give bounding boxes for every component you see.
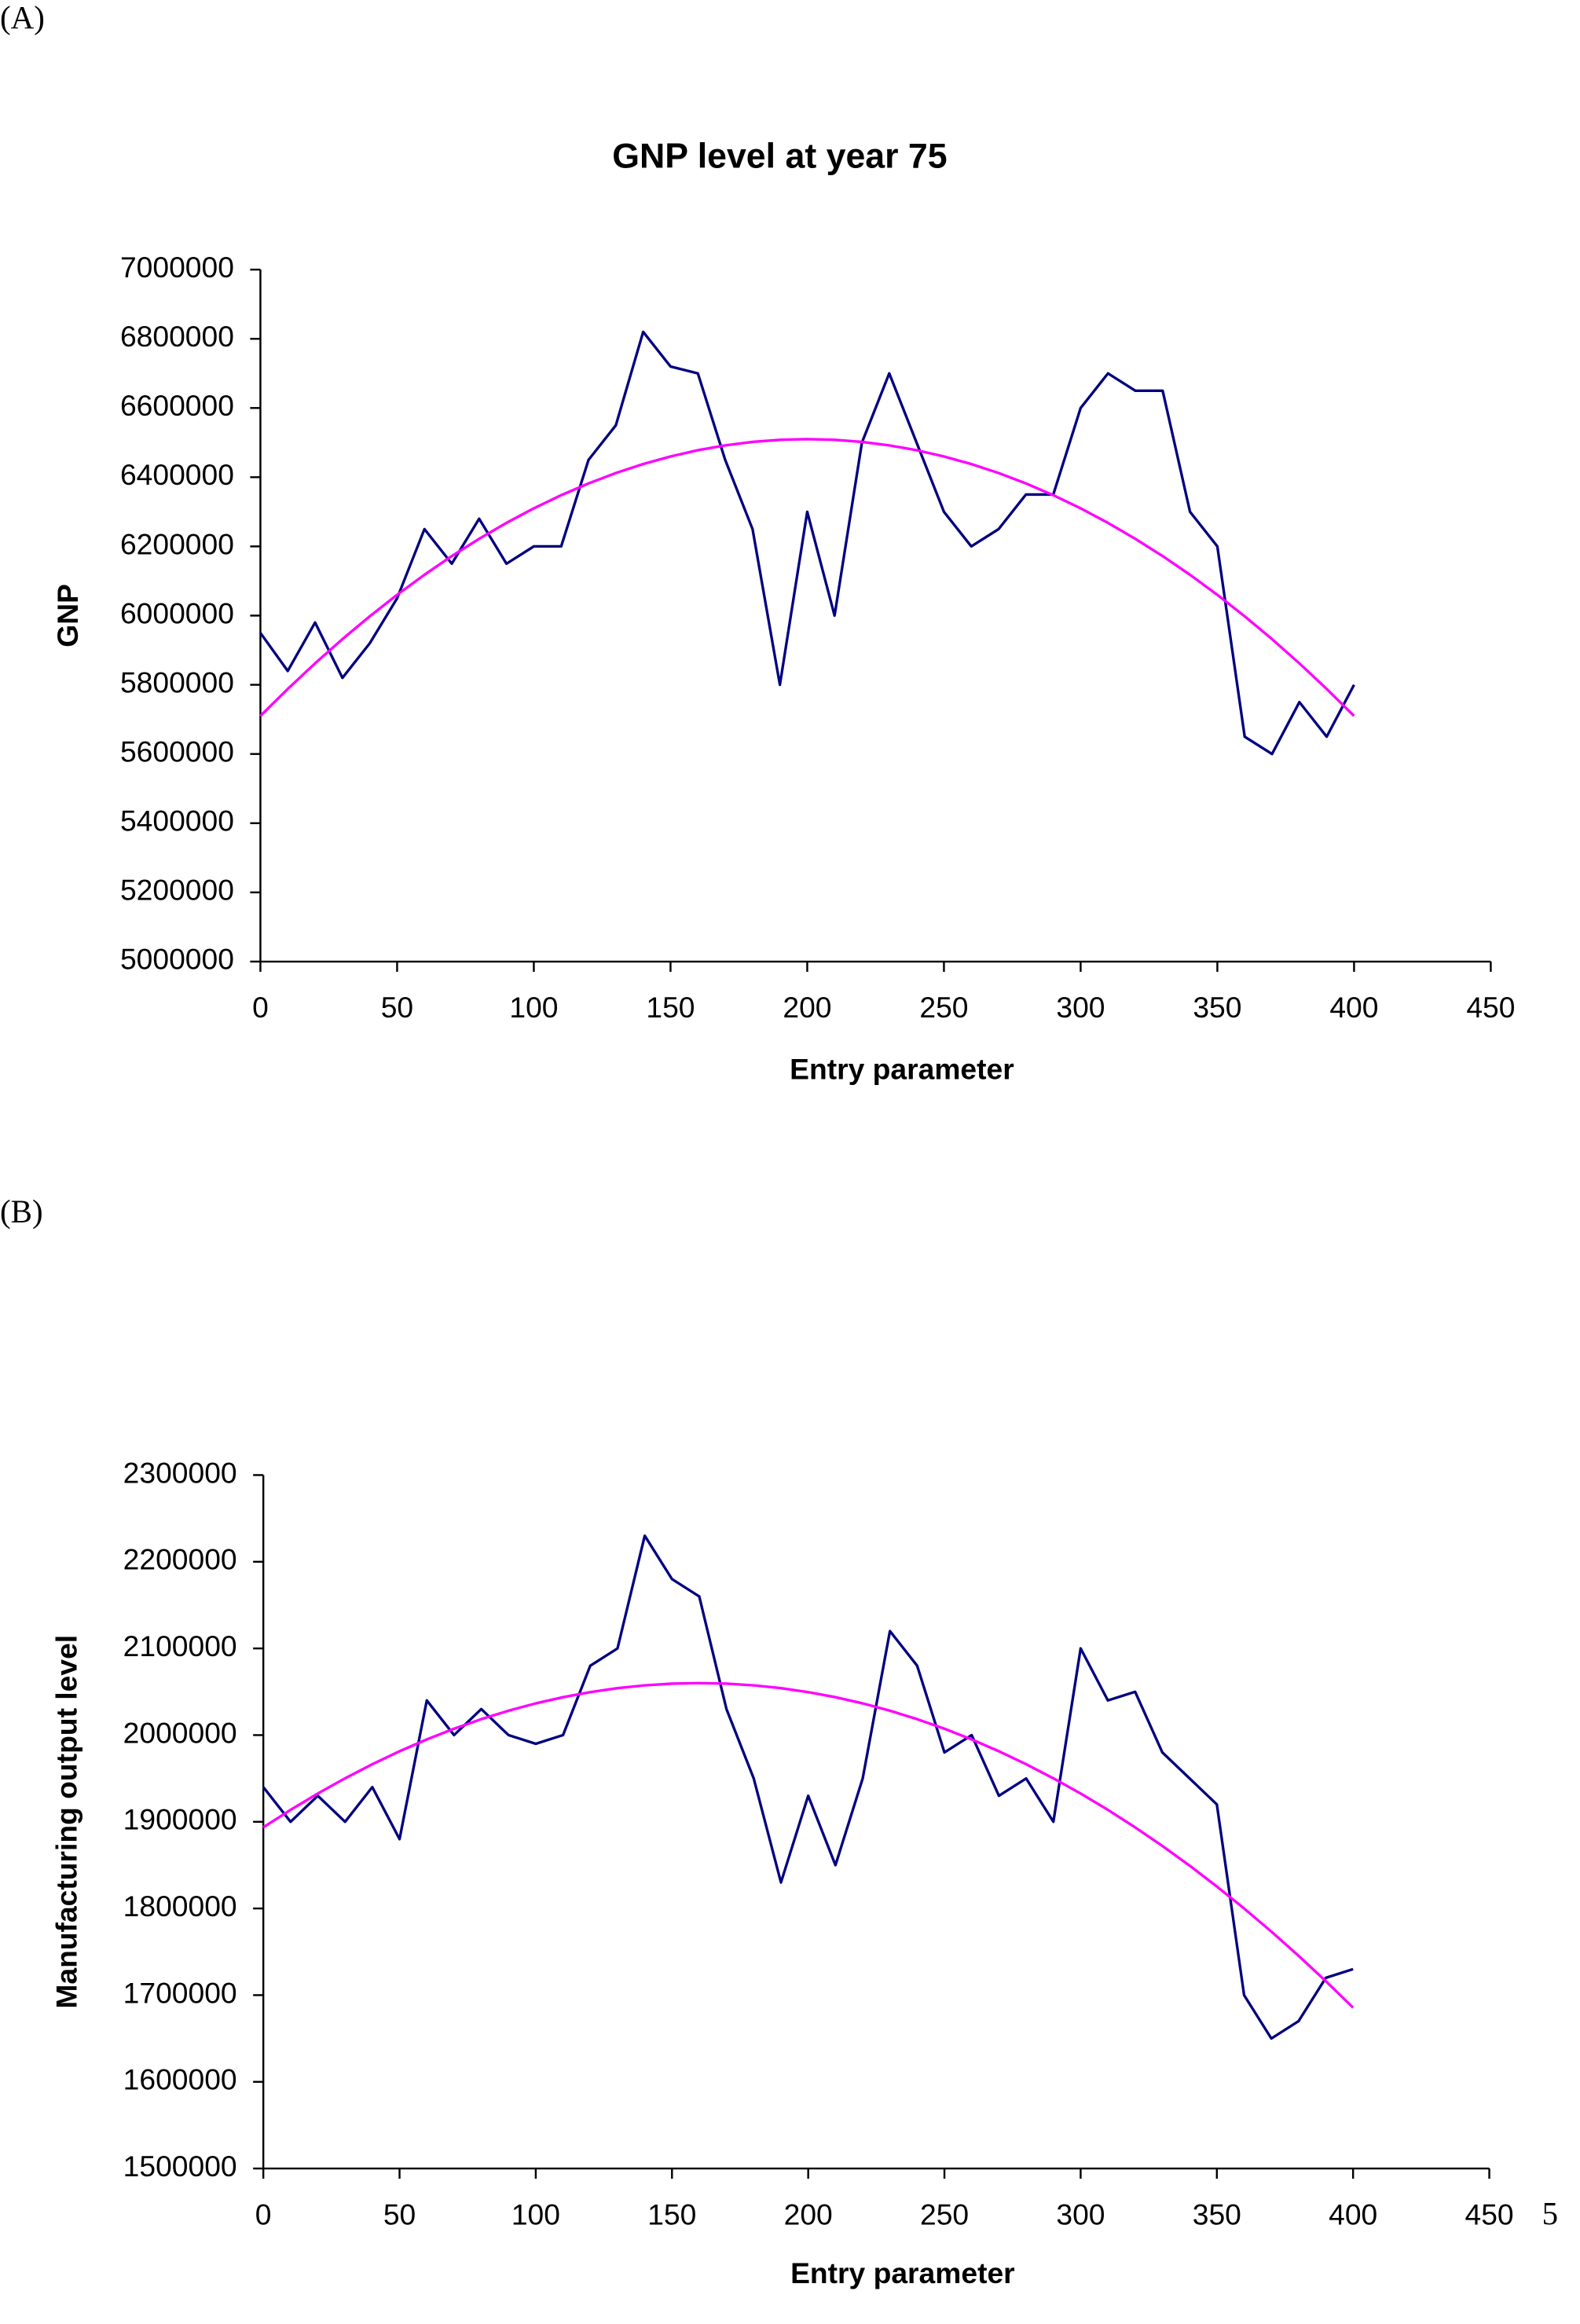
x-tick-label: 200 [784,2198,833,2231]
y-axis-label: Manufacturing output level [49,1635,82,2009]
y-tick-label: 6400000 [120,458,234,491]
y-tick-label: 1500000 [123,2150,237,2183]
y-tick-label: 2100000 [123,1629,237,1662]
y-tick-label: 2000000 [123,1716,237,1749]
x-axis-label: Entry parameter [790,2256,1015,2289]
x-tick-label: 250 [919,991,968,1024]
y-tick-label: 1700000 [123,1976,237,2009]
x-tick-label: 400 [1329,2198,1377,2231]
x-tick-label: 100 [509,991,558,1024]
y-tick-label: 6800000 [120,320,234,353]
panel-label: (B) [0,1193,43,1229]
x-tick-label: 50 [381,991,413,1024]
page-number: 5 [1542,2195,1558,2231]
data-line [259,438,1355,717]
y-tick-label: 5800000 [120,665,234,698]
x-axis-label: Entry parameter [790,1052,1014,1085]
y-tick-label: 6600000 [120,389,234,422]
y-tick-label: 6000000 [120,596,234,629]
x-tick-label: 350 [1193,2198,1241,2231]
y-axis-label: GNP [51,584,84,647]
x-tick-label: 150 [647,2198,696,2231]
panel-label: (A) [0,0,45,35]
x-tick-label: 450 [1466,991,1515,1024]
y-tick-label: 5000000 [120,943,234,976]
y-tick-label: 1600000 [123,2063,237,2096]
x-tick-label: 300 [1056,991,1105,1024]
x-tick-label: 50 [383,2198,416,2231]
chart-title: GNP level at year 75 [612,137,947,175]
x-tick-label: 100 [511,2198,560,2231]
x-tick-label: 300 [1056,2198,1105,2231]
x-tick-label: 0 [252,991,269,1024]
x-tick-label: 200 [783,991,831,1024]
x-tick-label: 350 [1193,991,1241,1024]
data-line [259,330,1355,756]
y-tick-label: 1800000 [123,1890,237,1923]
x-tick-label: 150 [646,991,695,1024]
y-tick-label: 5400000 [120,805,234,838]
x-tick-label: 450 [1465,2198,1513,2231]
x-tick-label: 400 [1329,991,1378,1024]
y-tick-label: 1900000 [123,1803,237,1836]
data-line [262,1534,1354,2040]
y-tick-label: 2200000 [123,1543,237,1576]
x-tick-label: 0 [255,2198,272,2231]
x-tick-label: 250 [920,2198,969,2231]
y-tick-label: 7000000 [120,251,234,284]
y-tick-label: 5600000 [120,735,234,768]
y-tick-label: 6200000 [120,527,234,560]
y-tick-label: 5200000 [120,874,234,907]
data-line [262,1681,1355,2009]
y-tick-label: 2300000 [123,1456,237,1489]
